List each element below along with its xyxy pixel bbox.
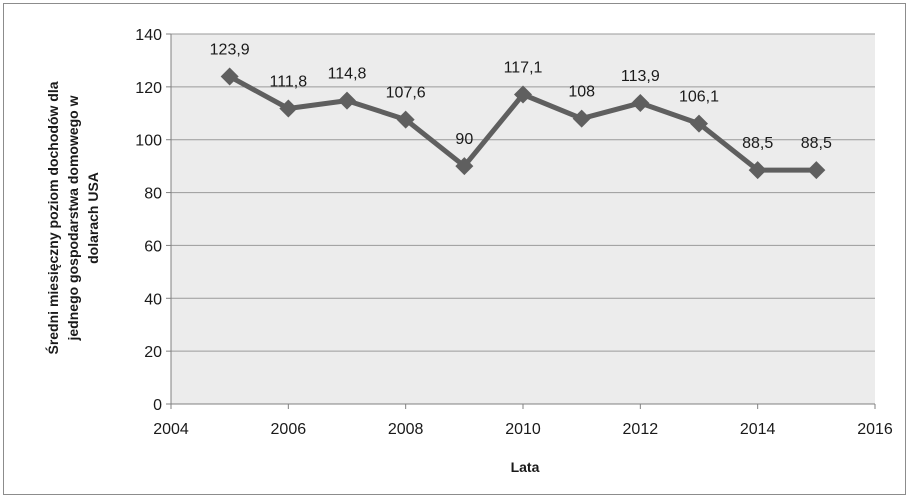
data-label: 88,5 [742, 135, 773, 152]
x-axis-title: Lata [511, 459, 540, 475]
data-point-marker [396, 110, 415, 129]
data-point-marker [572, 109, 591, 128]
data-point-marker [631, 93, 650, 112]
data-point-marker [455, 157, 474, 176]
data-point-marker [748, 161, 767, 180]
y-tick-label: 80 [144, 186, 162, 203]
data-label: 106,1 [679, 89, 719, 106]
x-tick-label: 2014 [740, 421, 776, 438]
y-tick-label: 100 [135, 133, 162, 150]
y-tick-label: 0 [153, 397, 162, 414]
x-tick-label: 2012 [623, 421, 659, 438]
data-label: 111,8 [269, 74, 307, 91]
y-tick-label: 20 [144, 344, 162, 361]
data-label: 123,9 [210, 42, 250, 59]
y-tick-label: 140 [135, 27, 162, 44]
data-point-marker [279, 99, 298, 118]
x-tick-label: 2006 [271, 421, 307, 438]
y-axis-title-line-1: Średni miesięczny poziom dochodów dla [44, 81, 61, 354]
y-axis-title-line-2: jednego gospodarstwa domowego w [65, 95, 81, 341]
data-label: 117,1 [504, 60, 543, 77]
data-point-marker [220, 67, 239, 86]
x-tick-label: 2010 [505, 421, 541, 438]
y-tick-label: 60 [144, 238, 162, 255]
axes [166, 33, 876, 409]
data-labels: 123,9 111,8 114,8 107,6 90 117,1 108 113,9 106,1… [210, 42, 832, 153]
tick-labels: 0 20 40 60 80 100 120 140 2004 2006 2008 2010 2012 20… [135, 27, 893, 438]
data-label: 108 [568, 84, 595, 101]
data-label: 113,9 [621, 68, 660, 85]
data-series [220, 67, 826, 180]
data-label: 88,5 [801, 135, 832, 152]
y-tick-label: 120 [135, 80, 162, 97]
x-tick-label: 2016 [857, 421, 893, 438]
x-tick-label: 2004 [153, 421, 189, 438]
data-label: 107,6 [386, 85, 426, 102]
data-point-marker [338, 91, 356, 110]
x-tick-label: 2008 [388, 421, 424, 438]
data-point-marker [807, 161, 826, 180]
data-point-marker [690, 114, 708, 133]
y-tick-label: 40 [144, 291, 162, 308]
data-label: 90 [455, 131, 473, 148]
data-point-marker [514, 85, 532, 104]
y-axis-title-line-3: dolarach USA [85, 172, 101, 264]
data-label: 114,8 [328, 66, 367, 83]
